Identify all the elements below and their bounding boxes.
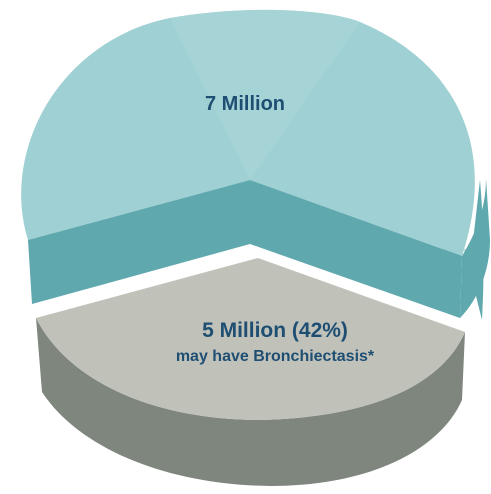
- slice-side-5-million: [36, 318, 465, 486]
- slice-label-5-million: 5 Million (42%): [202, 319, 348, 342]
- slice-top-7-million-front-wall: [28, 180, 250, 304]
- slice-labels-layer: 7 Million 5 Million (42%) may have Bronc…: [176, 93, 375, 365]
- slice-top-7-million-facet: [170, 9, 360, 181]
- slice-label-7-million: 7 Million: [205, 93, 285, 115]
- pie-slices-layer: [21, 9, 490, 486]
- slice-top-5-million: [36, 258, 465, 420]
- slice-sublabel-5-million: may have Bronchiectasis*: [176, 348, 375, 365]
- slice-top-7-million-front-wall-right: [250, 180, 462, 318]
- slice-top-7-million-right-wall: [460, 178, 490, 318]
